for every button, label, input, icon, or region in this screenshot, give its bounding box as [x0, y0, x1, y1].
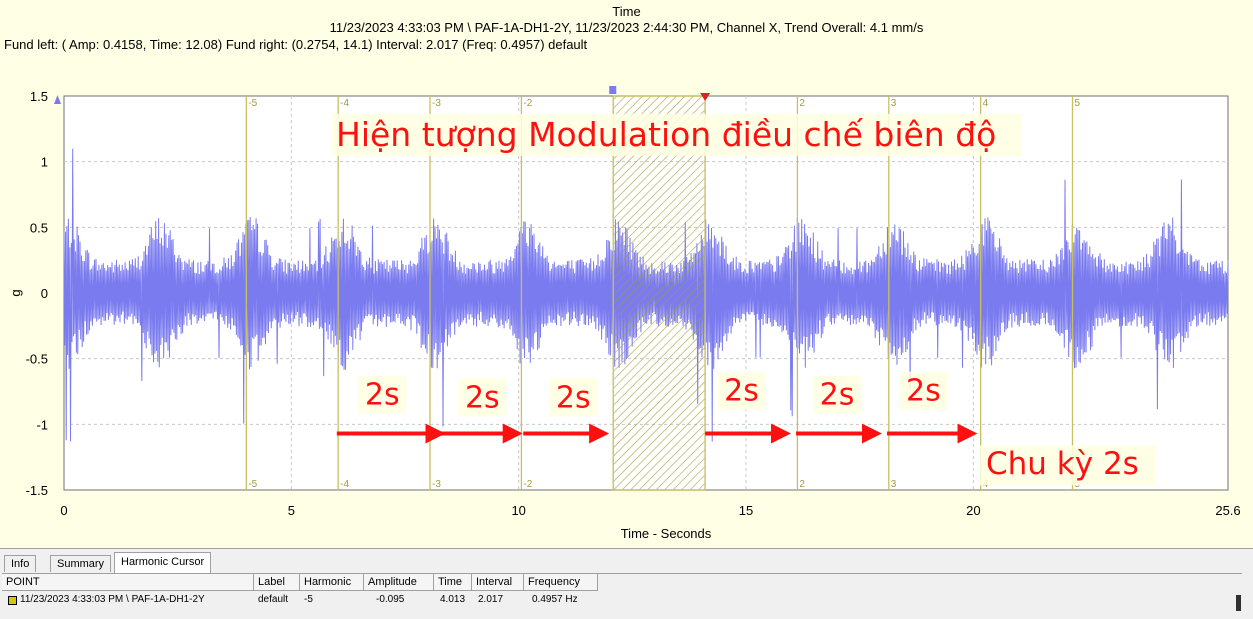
cell-amplitude: -0.095 — [376, 594, 405, 605]
fundamental-info: Fund left: ( Amp: 0.4158, Time: 12.08) F… — [4, 37, 588, 52]
annotation-modulation: Hiện tượng Modulation điều chế biên độ — [336, 115, 996, 154]
axis-top-marker — [54, 95, 61, 104]
y-tick-label: 0.5 — [30, 220, 48, 235]
x-tick-label: 10 — [511, 503, 525, 518]
y-tick-label: 0 — [41, 286, 48, 301]
cell-interval: 2.017 — [478, 594, 504, 605]
tab-summary[interactable]: Summary — [50, 555, 112, 572]
y-tick-label: -0.5 — [26, 352, 48, 367]
harmonic-cursor-label: 3 — [891, 98, 897, 109]
y-tick-label: 1 — [41, 155, 48, 170]
arrow-label: 2s — [724, 374, 759, 409]
column-header-time[interactable]: Time — [434, 574, 472, 591]
x-axis-label: Time - Seconds — [621, 526, 712, 541]
harmonic-cursor-label: 2 — [799, 98, 805, 109]
chart-subtitle: 11/23/2023 4:33:03 PM \ PAF-1A-DH1-2Y, 1… — [329, 20, 924, 35]
harmonic-cursor-label: -3 — [432, 479, 441, 490]
column-header-label[interactable]: Label — [254, 574, 300, 591]
arrow-label: 2s — [365, 378, 400, 413]
column-header-interval[interactable]: Interval — [472, 574, 524, 591]
column-header-frequency[interactable]: Frequency — [524, 574, 598, 591]
harmonic-cursor-label: -5 — [248, 479, 257, 490]
point-marker-icon — [8, 596, 17, 605]
harmonic-cursor-label: -4 — [340, 98, 349, 109]
cell-harmonic: -5 — [304, 594, 313, 605]
arrow-label-bg — [812, 375, 861, 414]
y-axis-label: g — [8, 289, 23, 296]
annotation-cycle: Chu kỳ 2s — [986, 446, 1139, 482]
y-tick-label: -1.5 — [26, 483, 48, 498]
fundamental-band — [612, 95, 706, 491]
cell-point: 11/23/2023 4:33:03 PM \ PAF-1A-DH1-2Y — [20, 594, 205, 605]
arrow-label-bg — [549, 378, 598, 417]
harmonic-cursor-label: -5 — [248, 98, 257, 109]
arrow-label: 2s — [906, 374, 941, 409]
arrow-label-bg — [358, 375, 407, 414]
arrow-label-bg — [717, 371, 766, 410]
cell-label: default — [258, 594, 289, 605]
arrow-label-bg — [899, 371, 948, 410]
column-header-harmonic[interactable]: Harmonic — [300, 574, 364, 591]
harmonic-cursor-label: -3 — [432, 98, 441, 109]
harmonic-cursor-table: POINT Label Harmonic Amplitude Time Inte… — [2, 573, 1242, 605]
column-header-point[interactable]: POINT — [2, 574, 254, 591]
annotation-main-bg — [332, 113, 1022, 156]
time-waveform-chart[interactable]: 0 5 10 15 20 25.6 1.5 1 0.5 0 -0.5 -1 -1.5 Time - Sec… — [0, 0, 1253, 548]
bottom-panel: Info Summary Harmonic Cursor POINT Label… — [0, 548, 1253, 619]
harmonic-cursor-label: 5 — [1074, 98, 1080, 109]
arrow-label: 2s — [820, 378, 855, 413]
band-left-handle — [609, 86, 617, 94]
harmonic-cursor-label: 3 — [891, 479, 897, 490]
cell-time: 4.013 — [440, 594, 466, 605]
tab-info[interactable]: Info — [4, 555, 37, 572]
y-tick-label: -1 — [36, 417, 48, 432]
arrow-label: 2s — [556, 380, 591, 415]
x-tick-label: 0 — [60, 503, 67, 518]
harmonic-cursor-label: 4 — [983, 98, 989, 109]
chart-panel: Time 11/23/2023 4:33:03 PM \ PAF-1A-DH1-… — [0, 0, 1253, 548]
arrow-label-bg — [458, 378, 507, 417]
tab-harmonic-cursor[interactable]: Harmonic Cursor — [114, 552, 212, 573]
band-right-handle — [700, 93, 711, 101]
x-tick-label: 20 — [966, 503, 980, 518]
harmonic-cursor-label: -4 — [340, 479, 349, 490]
annotation-cycle-bg — [980, 445, 1156, 486]
vertical-scrollbar[interactable] — [1236, 595, 1241, 611]
harmonic-cursor-label: -2 — [523, 98, 532, 109]
x-tick-label: 15 — [739, 503, 753, 518]
cell-frequency: 0.4957 Hz — [532, 594, 578, 605]
harmonic-cursor-label: 2 — [799, 479, 805, 490]
arrow-label: 2s — [465, 380, 500, 415]
x-tick-label: 5 — [288, 503, 295, 518]
x-tick-label: 25.6 — [1215, 503, 1240, 518]
harmonic-cursor-label: -2 — [523, 479, 532, 490]
chart-title: Time — [612, 4, 641, 19]
column-header-amplitude[interactable]: Amplitude — [364, 574, 434, 591]
y-tick-label: 1.5 — [30, 89, 48, 104]
